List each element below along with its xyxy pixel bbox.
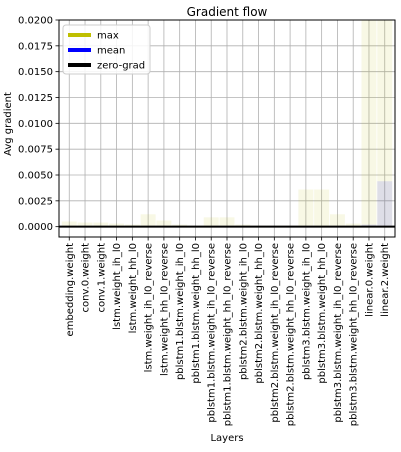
x-tick-label: pblstm2.blstm.weight_hh_l0 (254, 243, 265, 384)
mean-legend-label: mean (97, 46, 125, 57)
y-tick-label: 0.0200 (18, 16, 53, 27)
x-tick-label: pblstm2.blstm.weight_ih_l0_reverse (270, 243, 281, 423)
chart-title: Gradient flow (187, 5, 268, 19)
x-tick-label: lstm.weight_ih_l0 (112, 243, 123, 330)
x-tick-label: pblstm1.blstm.weight_hh_l0 (191, 243, 202, 384)
max-bar (141, 214, 156, 226)
y-tick-label: 0.0175 (18, 41, 53, 52)
legend: max mean zero-grad (63, 25, 150, 74)
max-bar (361, 20, 376, 227)
x-tick-label: embedding.weight (65, 243, 76, 337)
x-tick-label: pblstm1.blstm.weight_hh_l0_reverse (223, 243, 234, 426)
x-tick-label: lstm.weight_hh_l0 (128, 243, 139, 333)
max-bar (220, 217, 235, 226)
y-tick-label: 0.0150 (18, 67, 53, 78)
x-tick-label: pblstm1.blstm.weight_ih_l0 (175, 243, 186, 380)
x-axis-label: Layers (210, 433, 243, 444)
x-axis-ticks: embedding.weight conv.0.weight conv.1.weig… (65, 237, 391, 426)
x-tick-label: conv.1.weight (96, 243, 107, 313)
x-tick-label: lstm.weight_ih_l0_reverse (144, 243, 155, 372)
x-tick-label: lstm.weight_hh_l0_reverse (159, 243, 170, 376)
x-tick-label: linear.2.weight (380, 243, 391, 317)
max-legend-label: max (97, 31, 119, 42)
x-tick-label: conv.0.weight (81, 243, 92, 313)
x-tick-label: pblstm3.blstm.weight_ih_l0_reverse (333, 243, 344, 423)
x-tick-label: pblstm3.blstm.weight_hh_l0 (317, 243, 328, 384)
y-axis-ticks: 0.0000 0.0025 0.0050 0.0075 0.0100 0.0125 0.01… (18, 16, 59, 234)
y-tick-label: 0.0025 (18, 196, 53, 207)
y-tick-label: 0.0125 (18, 93, 53, 104)
x-tick-label: pblstm2.blstm.weight_hh_l0_reverse (286, 243, 297, 426)
max-bar (298, 189, 313, 226)
y-tick-label: 0.0075 (18, 145, 53, 156)
zero-grad-legend-label: zero-grad (97, 61, 145, 72)
max-bar (204, 217, 219, 226)
x-tick-label: linear.0.weight (364, 243, 375, 317)
y-tick-label: 0.0050 (18, 171, 53, 182)
y-axis-label: Avg gradient (3, 92, 14, 156)
max-bar (314, 189, 329, 226)
y-tick-label: 0.0100 (18, 119, 53, 130)
x-tick-label: pblstm1.blstm.weight_ih_l0_reverse (207, 243, 218, 423)
x-tick-label: pblstm3.blstm.weight_ih_l0 (301, 243, 312, 380)
x-tick-label: pblstm2.blstm.weight_ih_l0 (238, 243, 249, 380)
x-tick-label: pblstm3.blstm.weight_hh_l0_reverse (349, 243, 360, 426)
y-tick-label: 0.0000 (18, 222, 53, 233)
mean-bar (377, 181, 392, 226)
max-bar (330, 214, 345, 226)
